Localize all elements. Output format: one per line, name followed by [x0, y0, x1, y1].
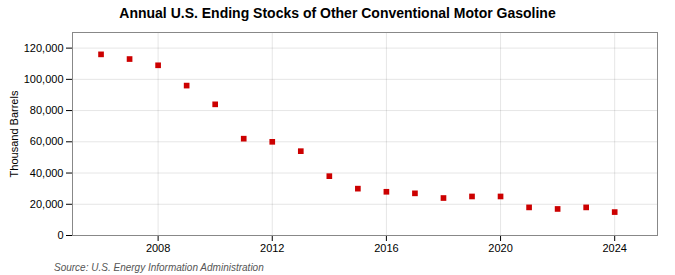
svg-text:2012: 2012 — [260, 242, 284, 254]
svg-text:100,000: 100,000 — [24, 73, 64, 85]
svg-text:2008: 2008 — [146, 242, 170, 254]
svg-text:40,000: 40,000 — [30, 167, 64, 179]
svg-text:2024: 2024 — [602, 242, 626, 254]
svg-text:0: 0 — [57, 229, 63, 241]
html-text:Annual U.S. Ending Stocks of O: Annual U.S. Ending Stocks of Other Conve… — [119, 5, 556, 21]
svg-text:2020: 2020 — [488, 242, 512, 254]
svg-text:2016: 2016 — [374, 242, 398, 254]
svg-text:Thousand Barrels: Thousand Barrels — [8, 90, 20, 177]
svg-text:80,000: 80,000 — [30, 104, 64, 116]
svg-text:120,000: 120,000 — [24, 42, 64, 54]
svg-text:60,000: 60,000 — [30, 135, 64, 147]
svg-text:20,000: 20,000 — [30, 198, 64, 210]
html-text:Source: U.S. Energy Informatio: Source: U.S. Energy Information Administ… — [54, 262, 264, 273]
